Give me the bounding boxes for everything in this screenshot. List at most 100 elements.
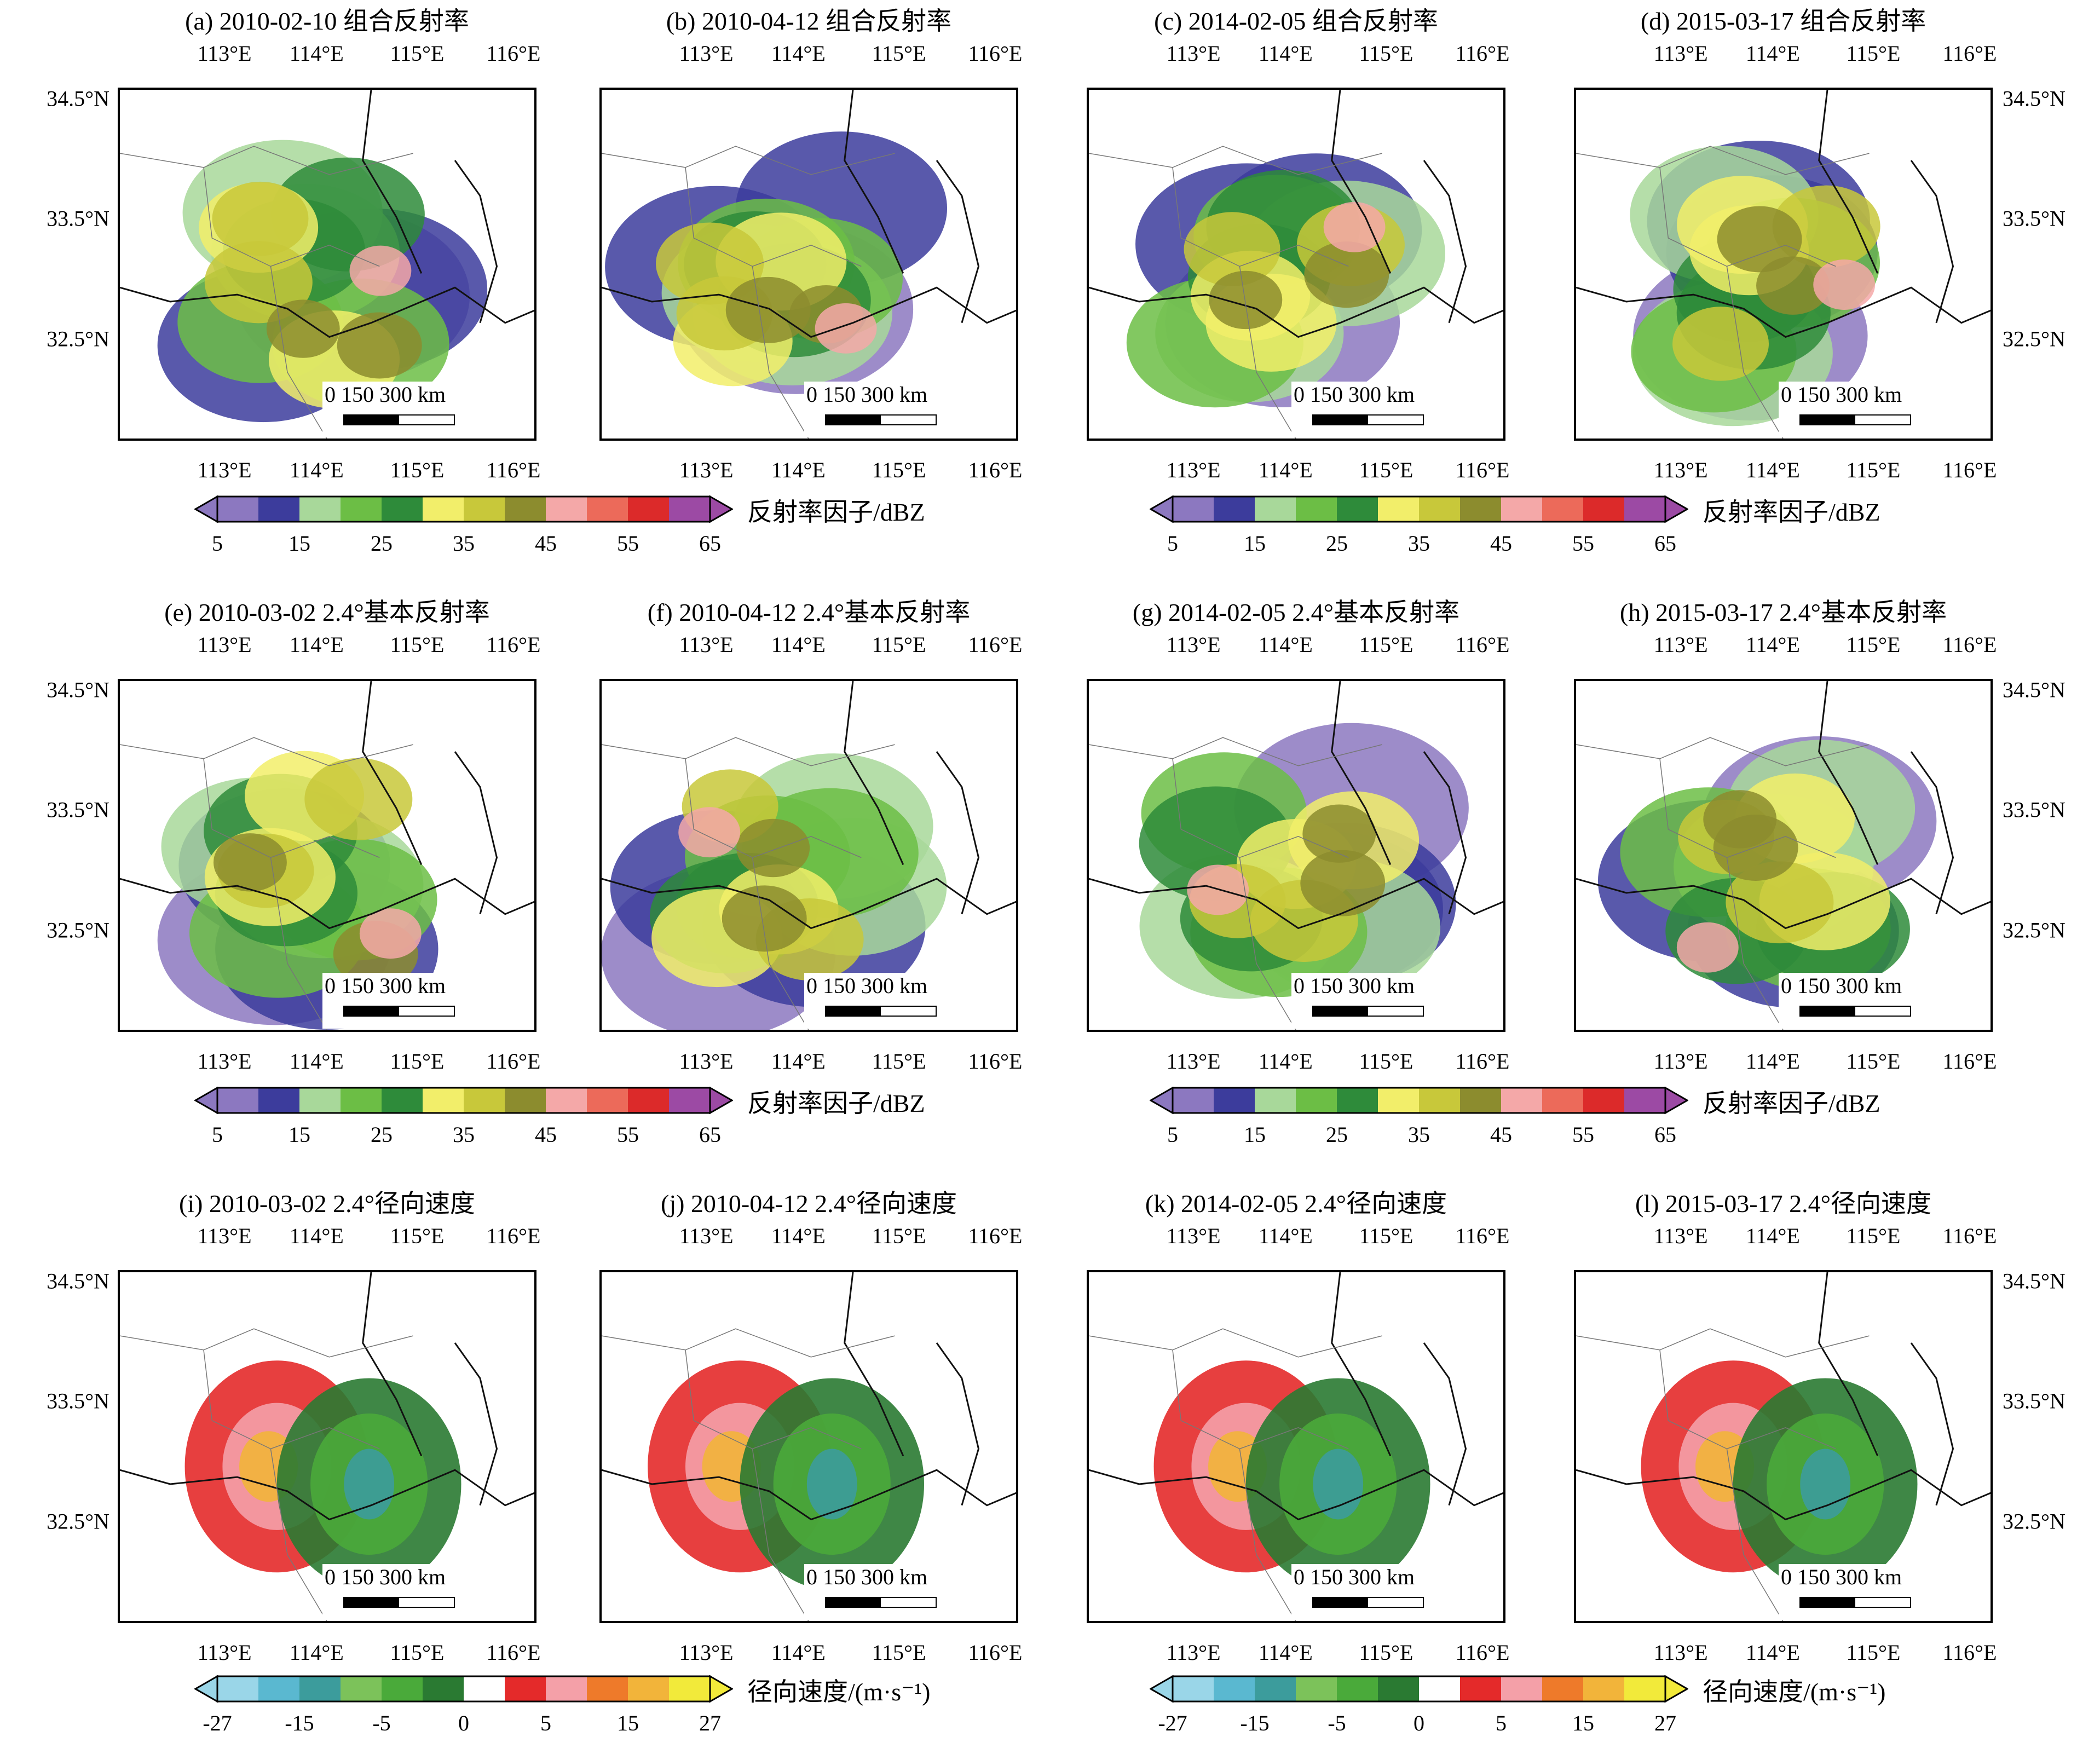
lon-tick-label: 116°E [1455,1049,1510,1074]
echo-patch [212,181,309,256]
colorbar-segment [1214,497,1255,522]
city-boundary [1089,1328,1382,1358]
scale-bar-white [398,414,455,425]
colorbar-segment [1337,1676,1378,1701]
lon-tick-label: 114°E [1258,632,1313,657]
lon-tick-label: 114°E [1745,1049,1800,1074]
colorbar [193,1086,734,1115]
colorbar-tick-label: 27 [699,1711,721,1735]
province-boundary [1089,286,1503,338]
colorbar-segment [423,1088,464,1113]
colorbar-high-extend [1664,495,1689,523]
city-boundary [1172,167,1349,267]
panel-title: (i) 2010-03-02 2.4°径向速度 [179,1190,475,1218]
echo-patch [337,312,422,379]
map-j: 0 150 300 km [599,1270,1018,1623]
colorbar-segment [628,497,669,522]
colorbar-svg [1149,1086,1689,1115]
lon-tick-label: 116°E [1455,632,1510,657]
colorbar-segment [258,1676,299,1701]
scale-bar: 0 150 300 km [322,1564,533,1620]
colorbar-tick-label: 35 [1408,531,1430,556]
echo-patch [266,299,340,358]
colorbar-svg [193,1086,734,1115]
echo-patch [1813,259,1876,310]
radar-echo [184,1360,461,1590]
lon-tick-label: 113°E [1653,632,1708,657]
province-boundary [1423,1342,1467,1506]
scale-bar-black [825,1597,882,1608]
lon-tick-label: 113°E [1166,632,1221,657]
scale-bar-label: 0 150 300 km [325,1565,446,1589]
velocity-patch [1800,1449,1851,1520]
scale-bar-black [1312,1006,1369,1017]
scale-bar-label: 0 150 300 km [1781,382,1902,407]
lon-tick-label: 116°E [486,1640,541,1665]
echo-patch [1703,790,1777,849]
lon-tick-label: 113°E [679,458,734,482]
colorbar-segment [505,1088,546,1113]
province-boundary [1818,1272,1879,1457]
colorbar-tick-label: 35 [1408,1122,1430,1147]
lon-tick-label: 114°E [289,458,344,482]
city-boundary [1239,857,1296,1030]
admin-boundaries [120,1272,534,1621]
province-boundary [1910,751,1954,915]
lon-tick-label: 113°E [679,1049,734,1074]
colorbar-segment [1255,497,1296,522]
city-boundary [602,737,895,766]
map-i: 0 150 300 km [118,1270,536,1623]
city-boundary [1576,737,1870,766]
echo-patch [1672,307,1769,381]
province-boundary [1818,681,1879,866]
colorbar-low-extend [193,495,218,523]
lat-tick-label: 33.5°N [47,1388,109,1414]
lon-tick-label: 114°E [289,1640,344,1665]
colorbar-tick-label: -15 [285,1711,314,1735]
lon-tick-label: 115°E [1359,458,1414,482]
colorbar-tick-label: 5 [1167,531,1178,556]
colorbar [1149,1675,1689,1703]
admin-boundaries [1576,90,1991,439]
colorbar-label: 反射率因子/dBZ [1703,498,1880,526]
colorbar-tick-label: 15 [289,1122,310,1147]
colorbar-low-extend [1149,495,1174,523]
scale-bar-label: 0 150 300 km [1781,1565,1902,1589]
colorbar-segment [1624,1676,1665,1701]
lon-tick-label: 114°E [1258,458,1313,482]
colorbar-low-extend [1149,1675,1174,1703]
lon-tick-label: 113°E [1166,41,1221,66]
lon-tick-label: 116°E [1942,1049,1997,1074]
echo-patch [1726,861,1834,944]
map-canvas [1089,90,1503,439]
colorbar-segment [1624,1088,1665,1113]
colorbar-segment [1214,1676,1255,1701]
colorbar-tick-label: -5 [1328,1711,1346,1735]
colorbar-segment [217,497,258,522]
province-boundary [1910,160,1954,324]
lon-tick-label: 116°E [1455,41,1510,66]
lon-tick-label: 113°E [1653,1640,1708,1665]
echo-patch [1184,212,1280,286]
colorbar-segment [505,1676,546,1701]
lon-tick-label: 116°E [1942,41,1997,66]
province-boundary [936,160,980,324]
lon-tick-label: 115°E [1359,1049,1414,1074]
colorbar-outline [216,1675,711,1703]
panel-title: (d) 2015-03-17 组合反射率 [1640,7,1926,35]
map-h: 0 150 300 km [1574,679,1993,1032]
velocity-patch [1313,1449,1364,1520]
admin-boundaries [602,681,1016,1030]
scale-bar-white [1367,1597,1424,1608]
scale-bar: 0 150 300 km [1291,382,1502,437]
echo-patch [214,833,287,892]
colorbar-segment [1583,497,1624,522]
echo-patch [1756,256,1830,315]
province-boundary [602,286,1016,338]
colorbar-segment [1501,1676,1542,1701]
lon-tick-label: 114°E [771,1224,826,1248]
lon-tick-label: 116°E [968,1640,1023,1665]
lon-tick-label: 114°E [1258,41,1313,66]
scale-bar-white [880,1597,937,1608]
scale-bar-label: 0 150 300 km [806,382,928,407]
